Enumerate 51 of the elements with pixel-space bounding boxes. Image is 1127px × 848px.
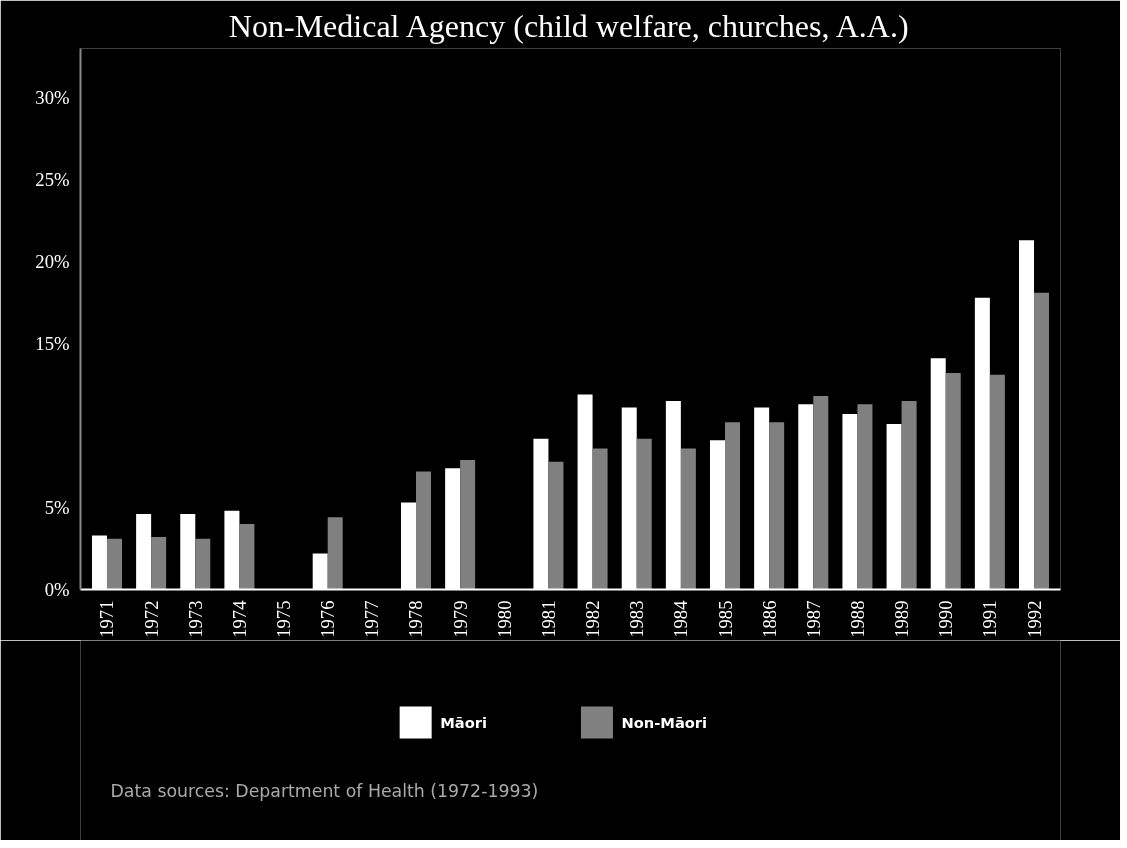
bar (460, 459, 476, 590)
bar (636, 438, 652, 590)
bar (857, 404, 873, 590)
x-tick-label: 1984 (670, 599, 692, 638)
bar (106, 538, 122, 590)
x-tick-label: 1985 (714, 600, 736, 638)
bar (769, 422, 785, 590)
x-tick-label: 1992 (1023, 600, 1045, 638)
bar (195, 538, 211, 590)
x-tick-label: 1987 (802, 600, 824, 638)
x-tick-label: 1975 (273, 600, 295, 638)
x-tick-label: 1983 (626, 600, 648, 638)
bar (592, 448, 608, 590)
bar (1034, 292, 1050, 590)
bar (548, 461, 564, 590)
x-tick-label: 1979 (449, 600, 471, 638)
bar (151, 537, 167, 590)
x-tick-label: 1989 (891, 600, 913, 638)
y-tick-label: 20% (35, 251, 70, 273)
y-tick-label: 5% (44, 497, 70, 519)
bar (680, 448, 696, 590)
x-tick-label: 1981 (537, 600, 559, 638)
x-tick-label: 1886 (758, 600, 780, 638)
y-tick-label: 30% (35, 87, 70, 109)
x-tick-label: 1982 (582, 600, 604, 638)
legend-label: Māori (440, 714, 487, 731)
x-tick-label: 1988 (846, 600, 868, 638)
x-tick-label: 1990 (935, 600, 957, 638)
bar (725, 422, 741, 590)
y-tick-label: 25% (35, 169, 70, 191)
legend-label: Non-Māori (621, 714, 708, 731)
bar (416, 471, 431, 590)
x-tick-label: 1976 (317, 600, 339, 638)
x-tick-label: 1972 (140, 600, 162, 638)
y-tick-label: 15% (35, 333, 70, 355)
x-tick-label: 1978 (405, 600, 427, 638)
bar (813, 396, 829, 590)
x-tick-label: 1991 (979, 600, 1001, 638)
bar (945, 373, 961, 590)
chart-title: Non-Medical Agency (child welfare, churches, A.A.) (228, 7, 909, 44)
text: Data sources: Department of Health (1972-1993) (110, 780, 539, 801)
x-tick-label: 1980 (493, 600, 515, 638)
bar (239, 523, 255, 590)
bar (327, 517, 343, 590)
x-tick-label: 1971 (96, 600, 118, 638)
x-tick-label: 1974 (228, 599, 250, 638)
y-tick-label: 0% (44, 579, 70, 600)
bar (901, 400, 917, 590)
x-tick-label: 1973 (184, 600, 206, 638)
x-tick-label: 1977 (361, 600, 383, 638)
bar (989, 374, 1005, 590)
